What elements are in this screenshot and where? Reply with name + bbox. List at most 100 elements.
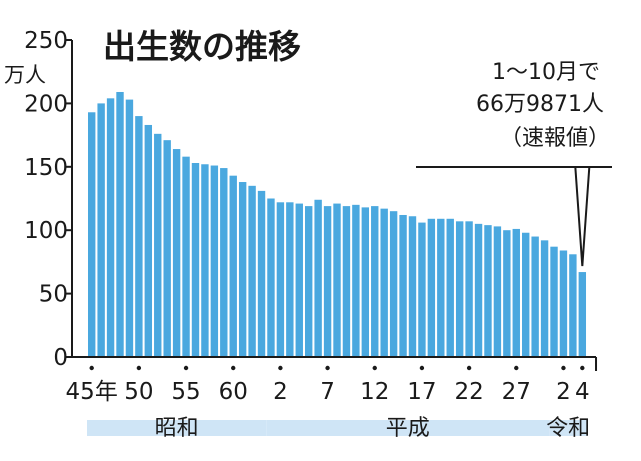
bar	[342, 206, 351, 357]
bar	[522, 232, 530, 357]
annotation	[416, 166, 612, 267]
x-tick-dot	[419, 365, 425, 371]
bars-group	[88, 91, 587, 358]
x-tick-label: 27	[502, 379, 531, 405]
y-tick-label: 50	[39, 282, 68, 308]
bar	[116, 91, 124, 358]
bar	[540, 240, 549, 357]
bar	[371, 206, 379, 357]
bar	[220, 168, 228, 357]
bar	[493, 226, 502, 357]
x-tick-dot	[466, 365, 472, 371]
bar	[559, 250, 568, 357]
era-label: 平成	[386, 416, 430, 441]
chart-title: 出生数の推移	[103, 27, 301, 66]
era-label: 令和	[546, 416, 590, 441]
bar	[267, 198, 275, 357]
bar	[427, 218, 436, 357]
bar	[248, 185, 256, 357]
x-tick-label: 4	[575, 379, 590, 405]
bar	[389, 211, 398, 357]
era-band	[549, 420, 588, 436]
x-tick-label: 45年	[66, 379, 118, 405]
era-bands: 昭和 平成 令和	[87, 416, 590, 441]
x-tick-label: 12	[360, 379, 389, 405]
x-tick-dot	[89, 365, 94, 371]
x-tick-label: 17	[407, 379, 436, 405]
y-tick-label: 150	[24, 155, 68, 181]
era-label: 昭和	[155, 416, 199, 441]
bar	[569, 254, 577, 357]
x-tick-dot	[183, 365, 189, 371]
bar	[125, 99, 134, 357]
x-tick-label: 22	[454, 379, 483, 405]
x-tick-dot	[514, 365, 519, 371]
bar	[437, 218, 445, 357]
x-tick-label: 55	[171, 379, 200, 405]
bar	[418, 222, 426, 357]
bar	[399, 214, 407, 357]
x-tick-dot	[580, 365, 585, 371]
bar	[182, 156, 190, 357]
x-tick-dot	[136, 365, 142, 371]
era-band	[266, 420, 550, 436]
y-axis: 0 50 100 150 200 250	[24, 28, 73, 371]
bar	[238, 182, 247, 357]
bar	[484, 225, 492, 357]
bar	[295, 203, 303, 357]
bar	[455, 221, 464, 357]
x-tick-dot	[278, 365, 283, 371]
bar	[333, 203, 341, 357]
annotation-line-1: 1～10月で	[492, 60, 600, 85]
bar	[380, 208, 388, 357]
y-unit-label: 万人	[4, 63, 46, 87]
bar	[154, 133, 162, 357]
x-tick-label: 7	[320, 379, 335, 405]
x-tick-dot	[325, 365, 330, 371]
bar	[97, 103, 105, 358]
bar	[163, 140, 171, 357]
annotation-pointer	[574, 166, 591, 267]
bar	[286, 202, 294, 357]
bar	[531, 236, 539, 357]
bar	[305, 206, 313, 357]
bar	[512, 228, 520, 357]
bar	[88, 112, 96, 357]
bar	[191, 163, 200, 357]
bar	[503, 230, 511, 357]
bar	[210, 165, 219, 357]
y-tick-label: 250	[24, 28, 68, 54]
bar	[135, 116, 143, 357]
bar	[276, 202, 285, 357]
x-tick-label: 2	[273, 379, 288, 405]
era-band	[87, 420, 267, 436]
bar	[314, 199, 322, 357]
bar	[446, 218, 454, 357]
y-tick-label: 200	[24, 91, 68, 117]
annotation-line-3: （速報値）	[500, 126, 610, 151]
bar	[474, 223, 483, 357]
bar	[352, 204, 360, 357]
x-tick-label: 60	[219, 379, 248, 405]
bar	[323, 206, 332, 357]
x-tick-label: 2	[556, 379, 571, 405]
bar-highlight	[578, 272, 587, 357]
bar	[361, 207, 370, 357]
x-tick-dot	[372, 365, 377, 371]
bar	[172, 149, 181, 357]
bar	[201, 164, 209, 357]
bar	[229, 175, 237, 357]
x-tick-label: 50	[124, 379, 153, 405]
bar	[106, 98, 115, 357]
bar	[144, 124, 153, 358]
x-axis: 45年 50 55 60 2 7 12 17 22 27 2 4	[66, 356, 598, 405]
x-tick-dot	[561, 365, 566, 371]
bar	[465, 221, 473, 357]
y-tick-label: 0	[53, 345, 68, 371]
bar	[257, 190, 266, 357]
bar	[408, 216, 417, 357]
x-tick-dot	[231, 365, 236, 371]
bar	[550, 246, 558, 357]
y-tick-label: 100	[24, 218, 68, 244]
